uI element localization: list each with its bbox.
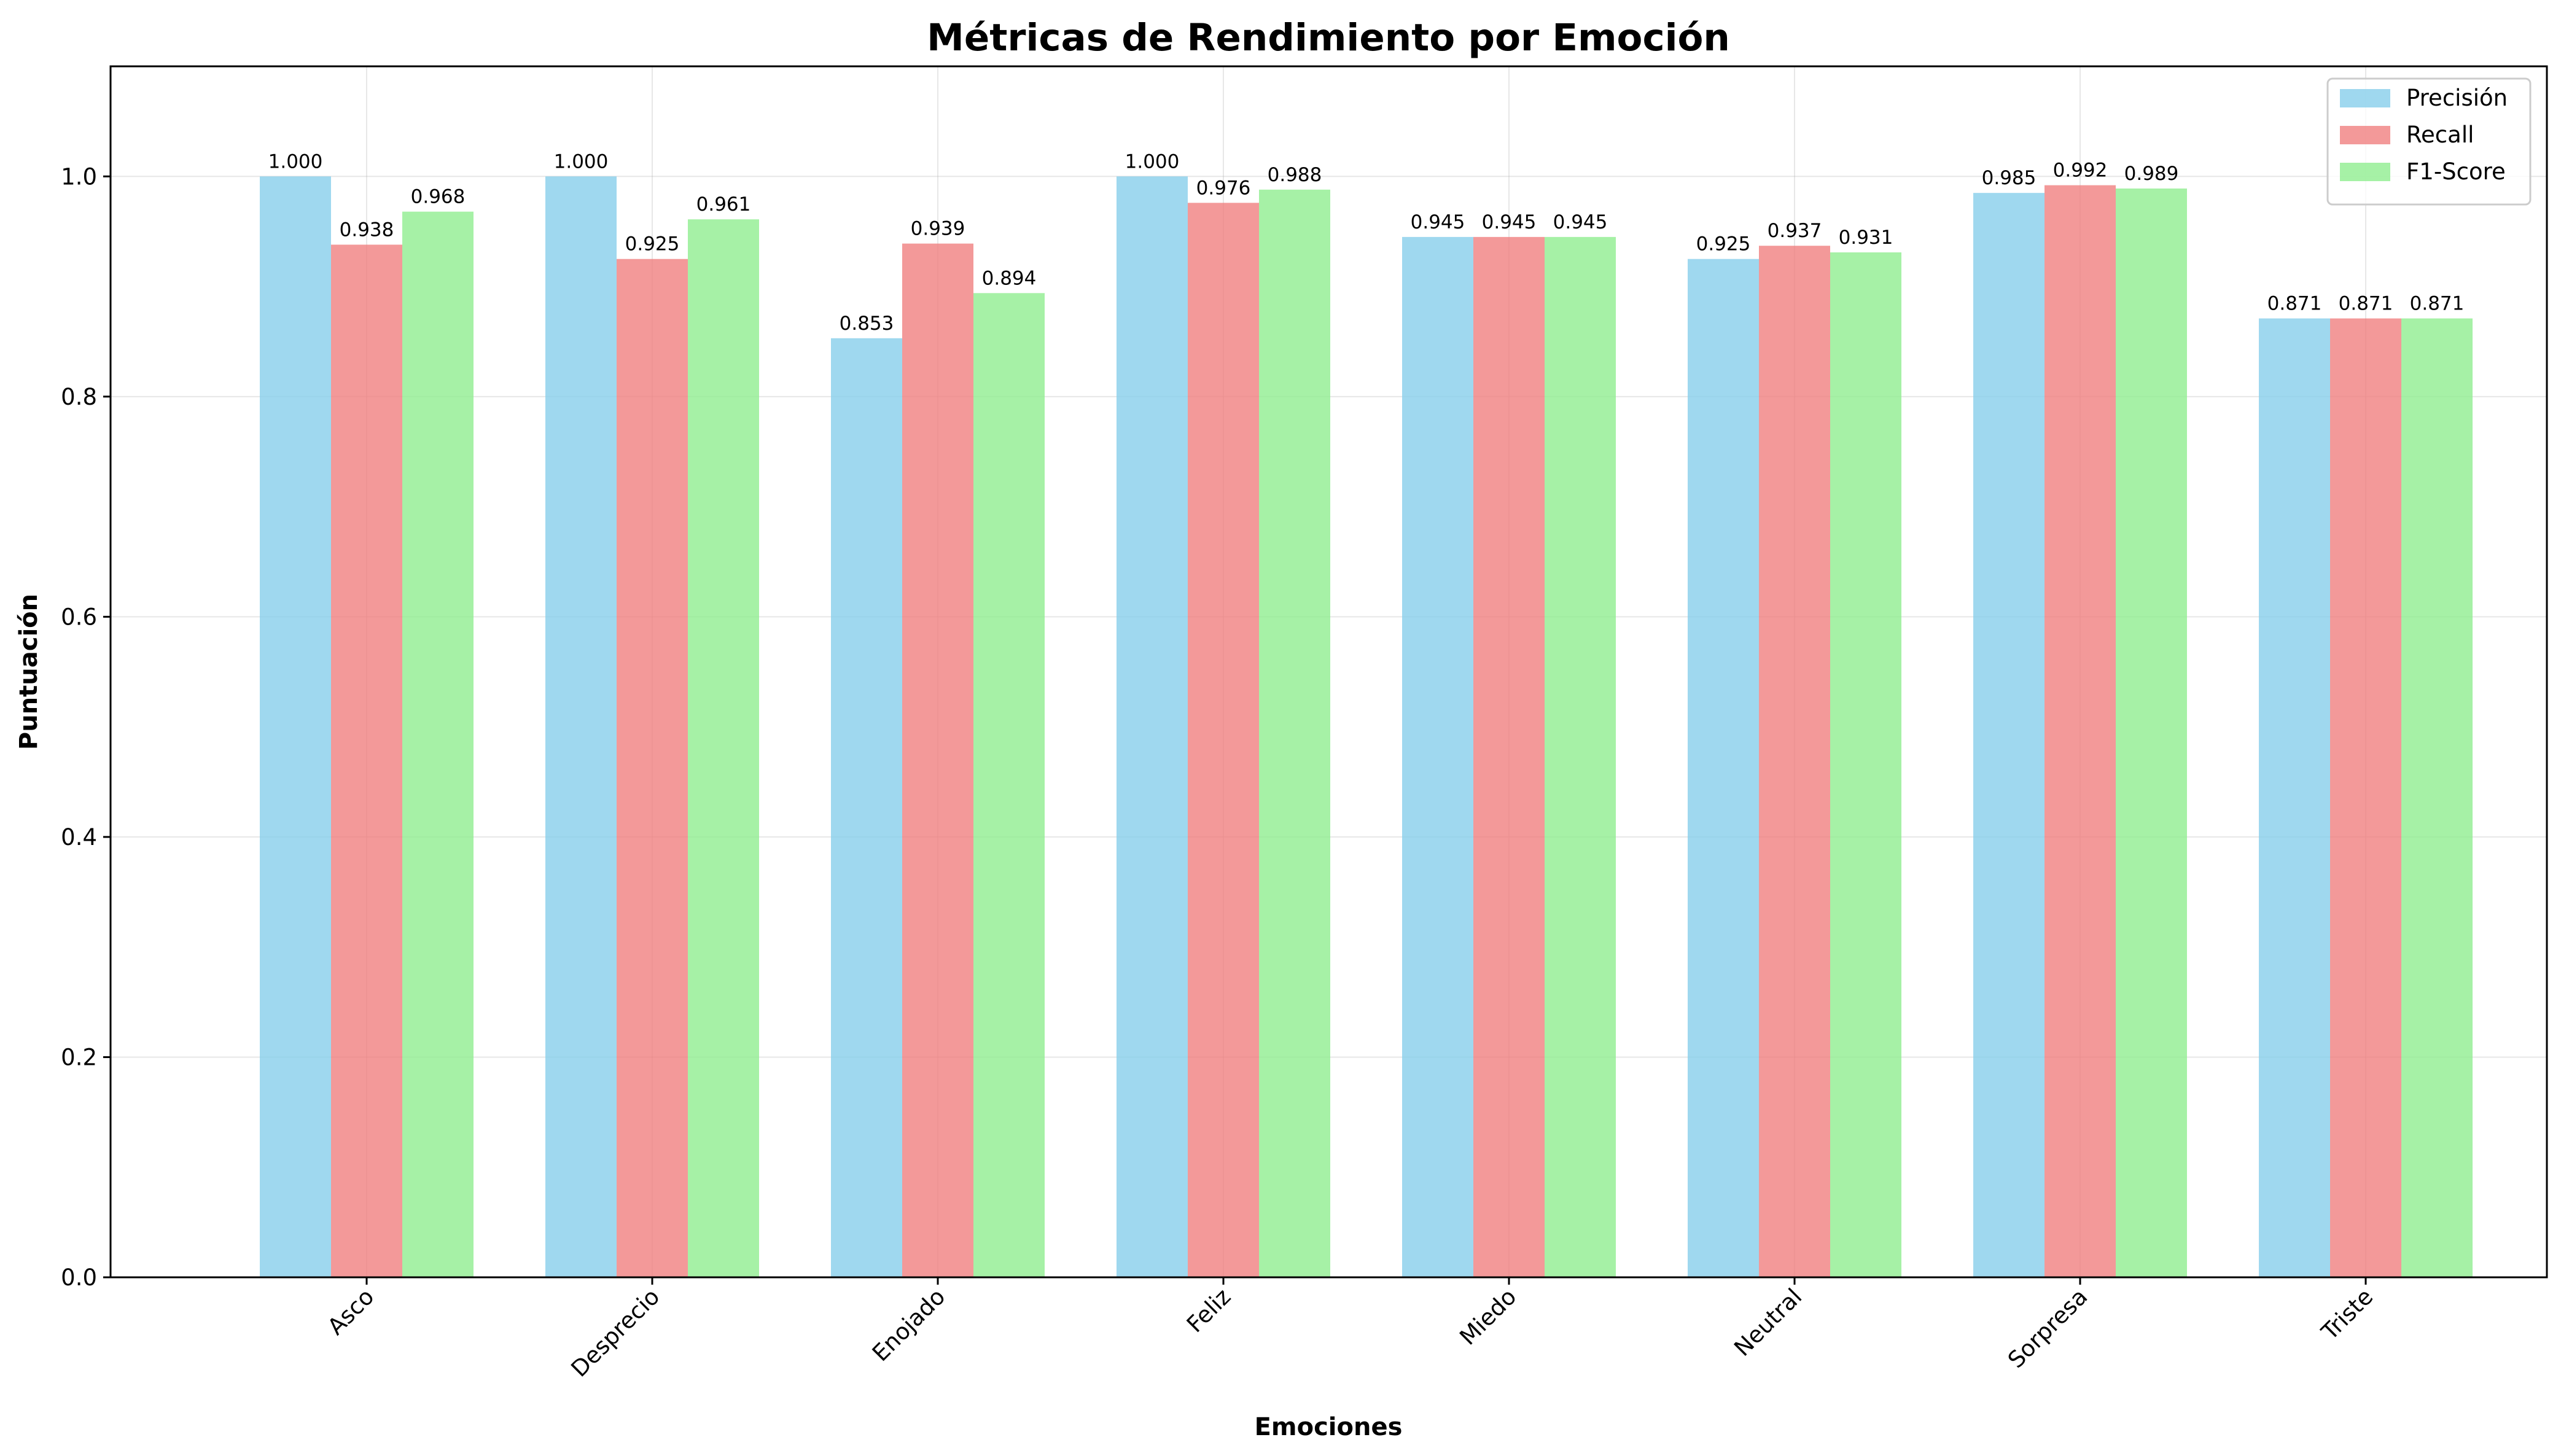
bar: [1759, 246, 1830, 1277]
data-label: 0.939: [911, 218, 965, 240]
bar: [1117, 176, 1188, 1278]
x-tick-label: Miedo: [1454, 1283, 1521, 1350]
bar: [1973, 193, 2045, 1278]
y-axis-label: Puntuación: [15, 594, 43, 750]
x-tick-label: Desprecio: [566, 1283, 665, 1382]
bar: [1188, 203, 1259, 1277]
data-label: 0.871: [2410, 293, 2465, 315]
bars: [260, 176, 2473, 1278]
bar: [545, 176, 617, 1278]
data-label: 0.945: [1411, 211, 1465, 233]
bar: [2259, 318, 2330, 1277]
bar: [2045, 185, 2116, 1278]
bar: [1545, 236, 1616, 1277]
x-tick-label: Triste: [2316, 1283, 2378, 1345]
plot-frame: [109, 65, 2548, 1279]
legend-swatch: [2340, 89, 2390, 107]
data-label: 0.945: [1482, 211, 1537, 233]
x-axis-label: Emociones: [1255, 1413, 1403, 1441]
y-tick-label: 0.8: [61, 384, 97, 410]
data-label: 1.000: [1125, 150, 1180, 173]
bar: [831, 338, 902, 1277]
bar: [2401, 318, 2473, 1277]
data-label: 0.988: [1268, 164, 1322, 186]
data-label: 0.925: [1696, 233, 1751, 255]
bar: [1402, 236, 1473, 1277]
x-tick-label: Sorpresa: [2003, 1283, 2092, 1373]
data-label: 0.853: [840, 313, 894, 335]
bar: [2116, 188, 2187, 1278]
y-tick-label: 0.4: [61, 824, 97, 851]
bar: [402, 211, 474, 1277]
data-label: 0.937: [1768, 220, 1822, 242]
data-label: 0.945: [1553, 211, 1608, 233]
y-tick-label: 1.0: [61, 163, 97, 190]
bar: [2330, 318, 2401, 1277]
bar: [1259, 189, 1330, 1278]
bar: [902, 243, 973, 1277]
x-axis: Asco Desprecio Enojado Feliz Miedo Neutral Sor…: [322, 1277, 2378, 1382]
value-labels: 1.000 1.000 0.853 1.000 0.945 0.925 0.985 0.871…: [268, 150, 2465, 335]
legend-label: F1-Score: [2406, 158, 2506, 185]
data-label: 0.871: [2339, 293, 2393, 315]
data-label: 0.871: [2267, 293, 2322, 315]
legend-swatch: [2340, 126, 2390, 144]
data-label: 1.000: [554, 150, 609, 173]
bar: [617, 259, 688, 1277]
data-label: 0.992: [2053, 160, 2108, 182]
legend-swatch: [2340, 163, 2390, 181]
data-label: 0.985: [1982, 167, 2037, 189]
data-label: 0.938: [340, 219, 394, 241]
y-tick-label: 0.0: [61, 1264, 97, 1291]
data-label: 0.989: [2124, 163, 2179, 185]
x-tick-label: Asco: [322, 1283, 379, 1340]
x-tick-label: Feliz: [1182, 1283, 1236, 1337]
data-label: 0.894: [982, 267, 1037, 289]
bar: [1688, 259, 1759, 1277]
legend: Precisión Recall F1-Score: [2326, 77, 2532, 206]
y-axis: 0.0 0.2 0.4 0.6 0.8 1.0: [61, 163, 111, 1291]
data-label: 0.961: [696, 193, 751, 216]
chart-title: Métricas de Rendimiento por Emoción: [927, 16, 1730, 60]
bar: [331, 244, 402, 1277]
bar: [688, 219, 759, 1277]
data-label: 0.976: [1196, 177, 1251, 199]
bar: [973, 293, 1045, 1278]
data-label: 1.000: [268, 150, 323, 173]
data-label: 0.968: [411, 186, 466, 208]
bar: [1473, 236, 1545, 1277]
x-tick-label: Enojado: [867, 1283, 950, 1366]
y-tick-label: 0.2: [61, 1044, 97, 1070]
legend-label: Recall: [2406, 122, 2474, 148]
x-tick-label: Neutral: [1729, 1283, 1807, 1361]
bar: [260, 176, 331, 1278]
data-label: 0.931: [1839, 227, 1893, 249]
data-label: 0.925: [625, 233, 680, 255]
bar: [1830, 252, 1901, 1277]
y-tick-label: 0.6: [61, 604, 97, 630]
legend-label: Precisión: [2406, 85, 2508, 111]
